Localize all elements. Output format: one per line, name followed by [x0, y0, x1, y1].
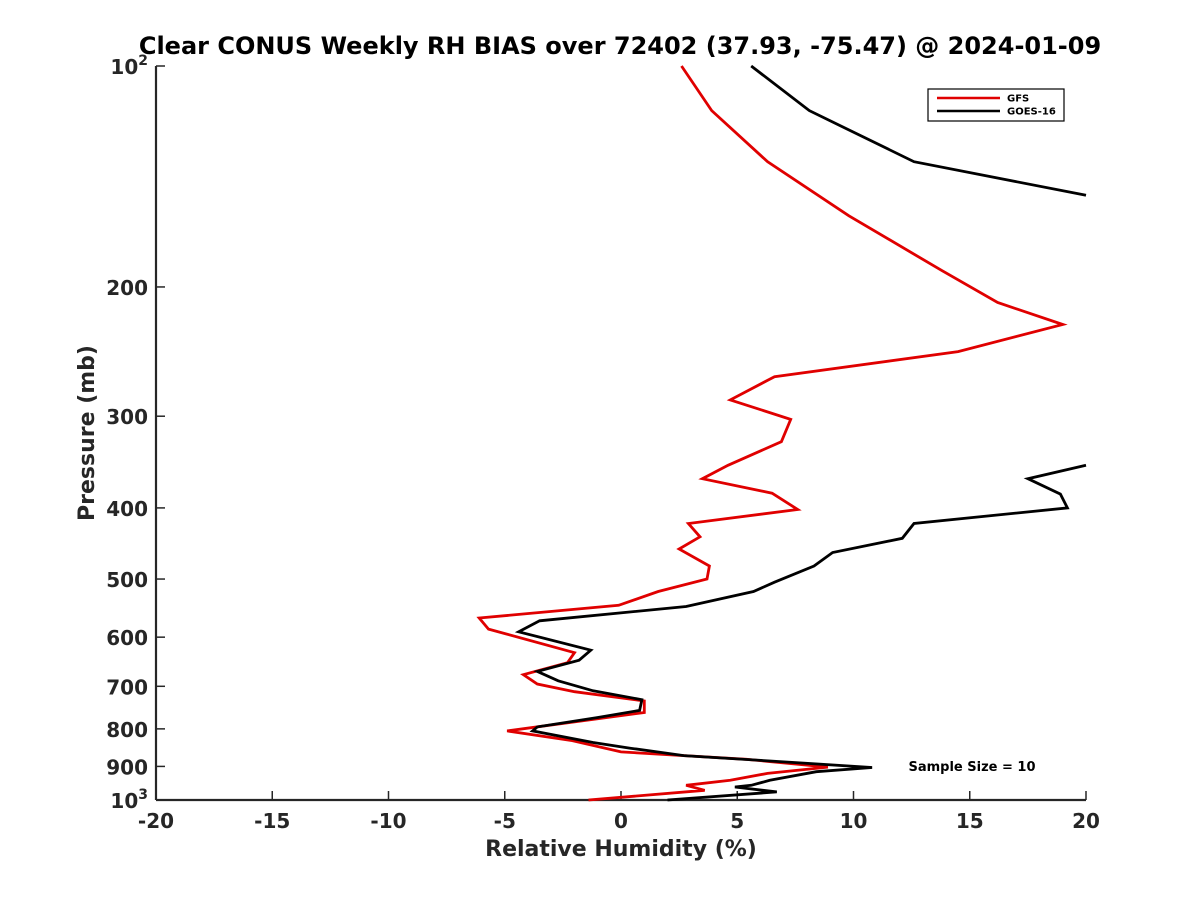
x-tick-label: -10: [370, 809, 406, 833]
legend-label-goes16: GOES-16: [1007, 107, 1056, 118]
x-tick-label: 10: [840, 809, 868, 833]
x-tick-label: 0: [614, 809, 628, 833]
y-tick-label: 600: [106, 626, 148, 650]
y-tick-label: 102: [110, 53, 148, 79]
series-line-gfs: [476, 65, 1068, 802]
x-tick-label: 15: [956, 809, 984, 833]
chart-title: Clear CONUS Weekly RH BIAS over 72402 (3…: [139, 32, 1101, 60]
series-line-goes16: [750, 64, 1087, 197]
legend: GFS GOES-16: [927, 88, 1065, 122]
legend-box: [927, 88, 1065, 122]
series-line-goes16: [514, 463, 1087, 802]
y-tick-label: 400: [106, 497, 148, 521]
x-tick-label: -15: [254, 809, 290, 833]
plot-axes: -20 -15 -10 -5 0 5 10 15 20 102 200 300 400 500 600 700…: [106, 53, 1100, 833]
x-tick-label: -20: [138, 809, 174, 833]
y-tick-label: 103: [110, 787, 148, 813]
y-tick-label: 200: [106, 276, 148, 300]
legend-label-gfs: GFS: [1007, 94, 1029, 105]
data-series: [476, 64, 1087, 802]
y-tick-label: 800: [106, 718, 148, 742]
y-axis-label: Pressure (mb): [75, 345, 100, 521]
y-tick-label: 700: [106, 675, 148, 699]
y-tick-label: 500: [106, 568, 148, 592]
x-tick-label: 5: [730, 809, 744, 833]
x-tick-label: 20: [1072, 809, 1100, 833]
y-tick-label: 900: [106, 755, 148, 779]
x-tick-label: -5: [494, 809, 516, 833]
sample-size-annotation: Sample Size = 10: [908, 760, 1035, 775]
y-tick-label: 300: [106, 405, 148, 429]
x-axis-label: Relative Humidity (%): [485, 837, 757, 862]
